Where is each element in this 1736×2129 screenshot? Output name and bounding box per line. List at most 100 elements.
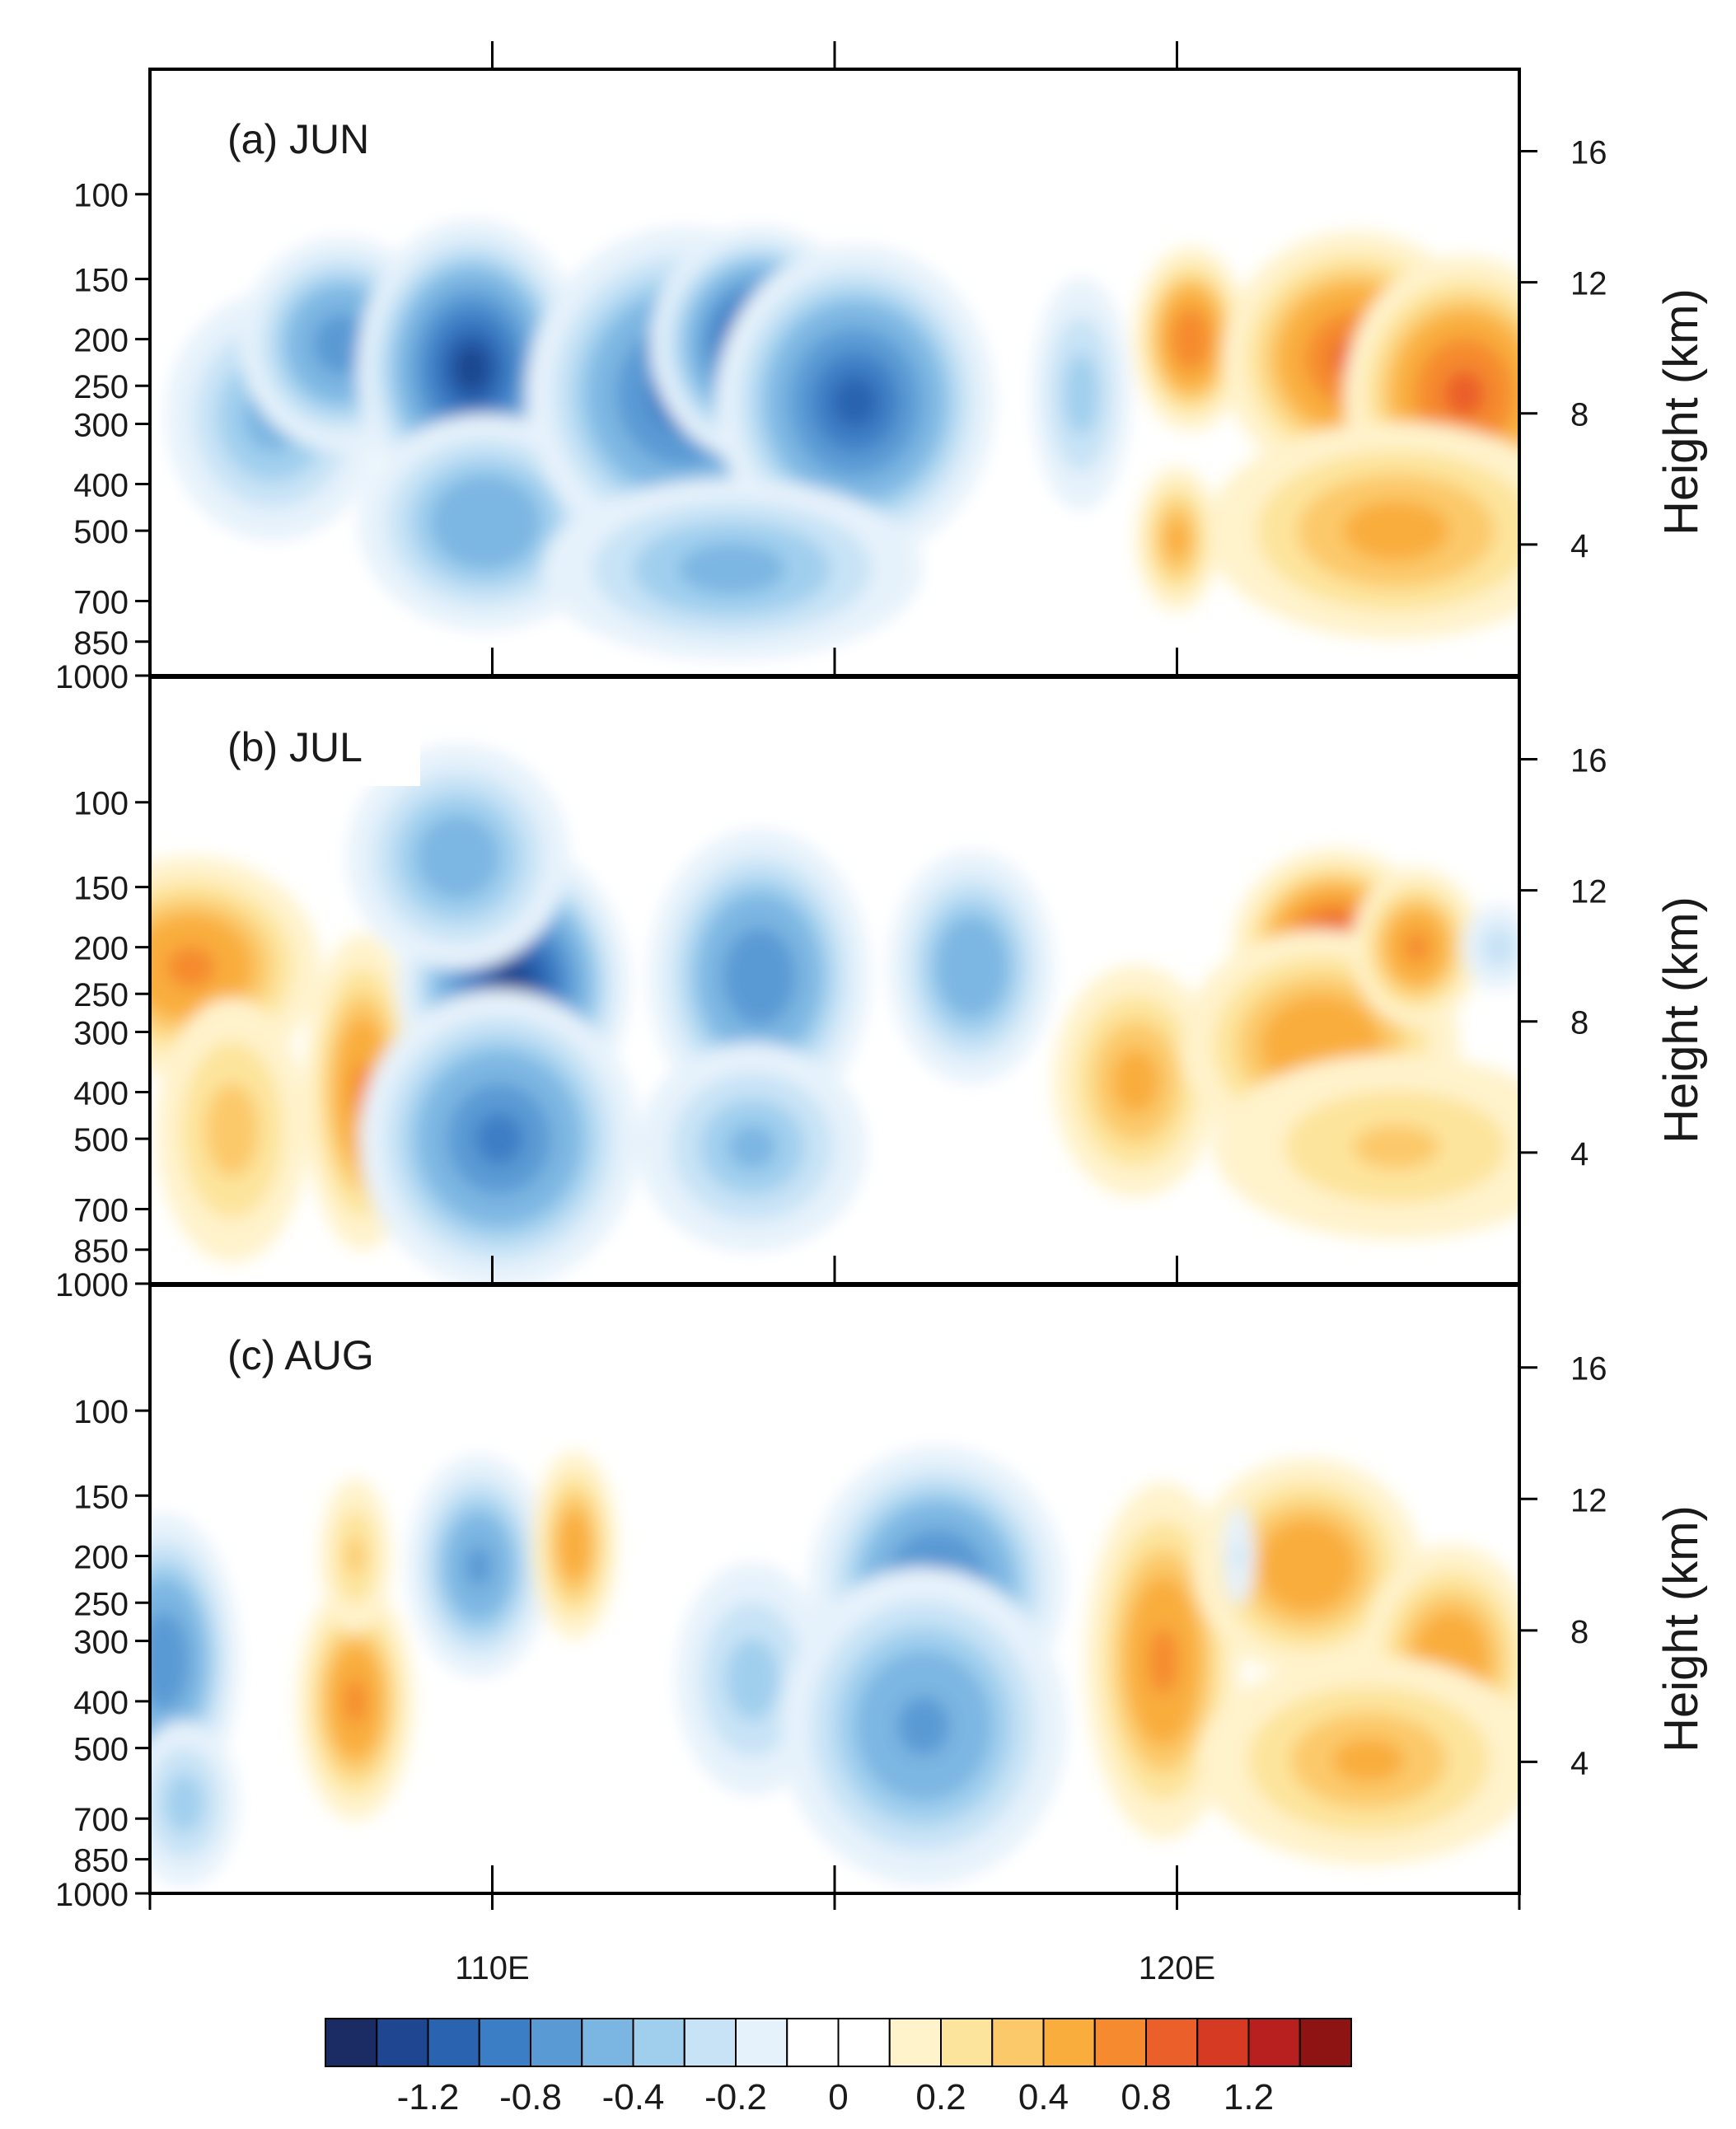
axis-ticks-aug: 1001502002503004005007008501000481216Hei… (55, 1257, 1708, 1913)
colorbar-swatch (1093, 2018, 1147, 2067)
contour-band (1342, 500, 1449, 562)
pressure-tick-label: 200 (73, 1539, 129, 1575)
contour-band (1233, 1541, 1244, 1571)
contour-band (558, 1509, 591, 1580)
colorbar-tick-label: 1.2 (1224, 2077, 1274, 2117)
colorbar-tick-label: -0.4 (602, 2077, 665, 2117)
pressure-tick-label: 100 (73, 178, 129, 214)
axis-ticks-jul: 1001502002503004005007008501000481216Hei… (55, 649, 1708, 1303)
pressure-tick-label: 500 (73, 1122, 129, 1158)
height-axis-label: Height (km) (1654, 896, 1708, 1144)
contour-band (1112, 1049, 1159, 1114)
colorbar-tick-label: 0.8 (1121, 2077, 1171, 2117)
colorbar-tick-label: 0 (828, 2077, 848, 2117)
colorbar-swatch (632, 2018, 686, 2067)
colorbar-swatch (940, 2018, 994, 2067)
contour-band (725, 1638, 779, 1720)
contour-band (1257, 1519, 1357, 1613)
height-tick-label: 16 (1570, 1351, 1607, 1387)
pressure-tick-label: 250 (73, 1586, 129, 1622)
pressure-tick-label: 100 (73, 786, 129, 822)
pressure-tick-label: 250 (73, 977, 129, 1013)
contour-band (678, 543, 785, 595)
pressure-tick-label: 150 (73, 263, 129, 299)
colorbar-swatch (1298, 2018, 1352, 2067)
panel-label-box (213, 1322, 420, 1394)
colorbar-swatch (427, 2018, 480, 2067)
pressure-tick-label: 400 (73, 1685, 129, 1721)
pressure-tick-label: 850 (73, 625, 129, 662)
pressure-tick-label: 850 (73, 1233, 129, 1270)
colorbar-swatch (376, 2018, 429, 2067)
contour-band (1480, 926, 1518, 969)
pressure-tick-label: 1000 (55, 1877, 129, 1913)
contour-band (1165, 518, 1189, 559)
contour-band (165, 1774, 204, 1832)
pressure-tick-label: 1000 (55, 1267, 129, 1303)
contour-band (475, 1113, 523, 1165)
colorbar-tick-label: -0.8 (499, 2077, 562, 2117)
colorbar-swatch (735, 2018, 788, 2067)
height-tick-label: 12 (1570, 1482, 1607, 1518)
contour-band (1171, 308, 1210, 370)
contour-band (313, 314, 371, 375)
contour-field-jun (166, 219, 1519, 660)
contour-band (430, 475, 540, 569)
height-tick-label: 12 (1570, 874, 1607, 910)
panel-label-box (213, 714, 420, 786)
colorbar-swatch (1196, 2018, 1250, 2067)
pressure-tick-label: 150 (73, 871, 129, 907)
colorbar-swatch (1042, 2018, 1096, 2067)
pressure-tick-label: 150 (73, 1479, 129, 1515)
contour-band (936, 917, 1008, 1018)
height-tick-label: 4 (1570, 1136, 1589, 1172)
pressure-tick-label: 1000 (55, 659, 129, 695)
colorbar-swatch (991, 2018, 1045, 2067)
height-axis-label: Height (km) (1654, 1505, 1708, 1752)
colorbar-swatch (530, 2018, 583, 2067)
colorbar-tick-label: -1.2 (397, 2077, 460, 2117)
pressure-tick-label: 500 (73, 1732, 129, 1768)
height-tick-label: 4 (1570, 1745, 1589, 1781)
colorbar-swatch (478, 2018, 531, 2067)
colorbar-swatch (581, 2018, 634, 2067)
colorbar: -1.2 -0.8 -0.4 -0.2 0 0.2 0.4 0.8 1.2 (325, 2018, 1352, 2117)
colorbar-swatch (683, 2018, 737, 2067)
pressure-tick-label: 100 (73, 1394, 129, 1430)
colorbar-swatch (888, 2018, 942, 2067)
colorbar-swatch (325, 2018, 378, 2067)
pressure-tick-label: 400 (73, 467, 129, 503)
colorbar-swatch (1247, 2018, 1301, 2067)
panel-label-box (213, 105, 420, 178)
height-tick-label: 8 (1570, 1005, 1589, 1041)
panel-label: (a) JUN (227, 116, 369, 162)
contour-band (453, 344, 490, 392)
contour-band (832, 376, 878, 428)
longitude-tick-label: 120E (1139, 1950, 1215, 1986)
height-axis-label: Height (km) (1654, 288, 1708, 536)
contour-band (465, 1545, 492, 1587)
colorbar-tick-label: -0.2 (704, 2077, 767, 2117)
height-tick-label: 8 (1570, 1614, 1589, 1650)
pressure-tick-label: 200 (73, 931, 129, 967)
pressure-tick-label: 300 (73, 1015, 129, 1051)
panel-label: (b) JUL (227, 724, 363, 770)
pressure-tick-label: 400 (73, 1075, 129, 1111)
colorbar-swatch (786, 2018, 840, 2067)
contour-band (150, 1612, 190, 1710)
panel-label: (c) AUG (227, 1332, 374, 1378)
contour-band (347, 1537, 364, 1575)
contour-band (723, 927, 797, 1026)
height-tick-label: 16 (1570, 134, 1607, 171)
pressure-tick-label: 250 (73, 369, 129, 405)
contour-band (166, 946, 215, 988)
longitude-tick-label: 110E (455, 1950, 529, 1986)
colorbar-swatch (1145, 2018, 1199, 2067)
contour-band (416, 815, 499, 900)
contour-field-aug (150, 1446, 1519, 1887)
contour-band (1149, 1627, 1178, 1694)
contour-band (1353, 1125, 1439, 1169)
height-tick-label: 12 (1570, 266, 1607, 302)
